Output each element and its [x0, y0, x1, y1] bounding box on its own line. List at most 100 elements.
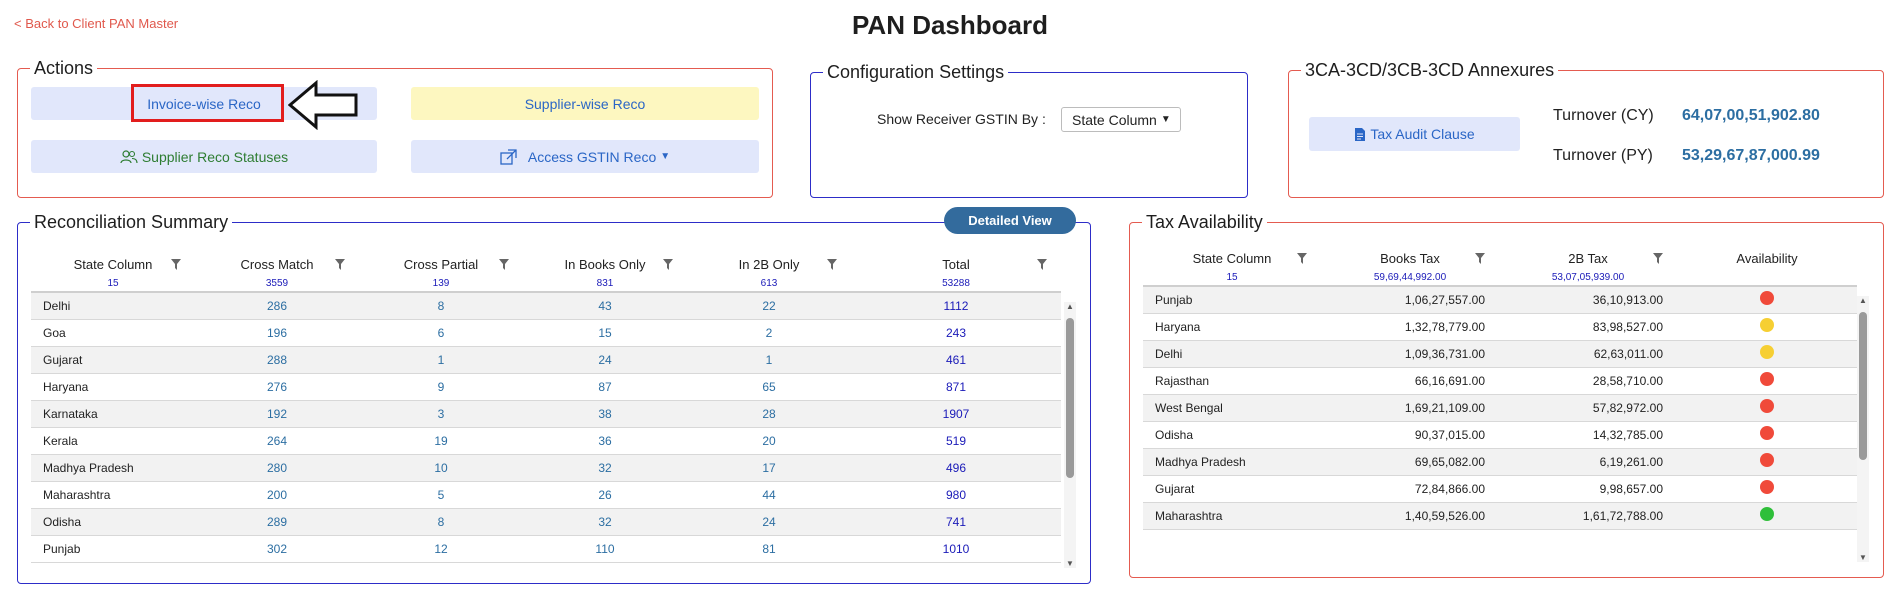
cell-cross-match: 264 [195, 427, 359, 455]
table-row[interactable]: Karnataka 192 3 38 28 1907 [31, 400, 1061, 428]
col-header-state-column: State Column [31, 250, 195, 278]
scroll-down-icon[interactable]: ▼ [1859, 553, 1867, 562]
table-row[interactable]: Kerala 264 19 36 20 519 [31, 427, 1061, 455]
cell-books-tax: 1,40,59,526.00 [1321, 502, 1499, 530]
col-header-total: Total [851, 250, 1061, 278]
cell-cross-partial: 1 [359, 346, 523, 374]
table-row[interactable]: Haryana 276 9 87 65 871 [31, 373, 1061, 401]
filter-icon[interactable] [171, 259, 181, 270]
cell-2b-tax: 6,19,261.00 [1499, 448, 1677, 476]
cell-books-tax: 90,37,015.00 [1321, 421, 1499, 449]
external-link-icon [500, 148, 517, 165]
cell-cross-match: 302 [195, 535, 359, 563]
table-row[interactable]: Madhya Pradesh 69,65,082.00 6,19,261.00 [1143, 448, 1857, 476]
cell-cross-match: 289 [195, 508, 359, 536]
tax-availability-legend: Tax Availability [1146, 212, 1263, 232]
cell-cross-match: 196 [195, 319, 359, 347]
availability-yellow-dot-icon [1760, 318, 1774, 332]
table-row[interactable]: Maharashtra 200 5 26 44 980 [31, 481, 1061, 509]
filter-icon[interactable] [335, 259, 345, 270]
tax-count-availability [1677, 272, 1857, 287]
cell-state: Delhi [31, 292, 195, 320]
reconciliation-summary-legend: Reconciliation Summary [34, 212, 229, 232]
table-row[interactable]: Punjab 1,06,27,557.00 36,10,913.00 [1143, 286, 1857, 314]
cell-in-2b-only: 44 [687, 481, 851, 509]
cell-books-tax: 1,06,27,557.00 [1321, 286, 1499, 314]
cell-in-books-only: 26 [523, 481, 687, 509]
scroll-up-icon[interactable]: ▲ [1859, 296, 1867, 305]
cell-books-tax: 1,32,78,779.00 [1321, 313, 1499, 341]
cell-cross-match: 280 [195, 454, 359, 482]
cell-state: West Bengal [1143, 394, 1321, 422]
cell-total: 519 [851, 427, 1061, 455]
col-header-in-books-only: In Books Only [523, 250, 687, 278]
table-row[interactable]: Delhi 1,09,36,731.00 62,63,011.00 [1143, 340, 1857, 368]
cell-total: 741 [851, 508, 1061, 536]
supplier-reco-statuses-label: Supplier Reco Statuses [141, 148, 289, 165]
tax-audit-clause-button[interactable]: Tax Audit Clause [1309, 117, 1520, 151]
table-row[interactable]: Gujarat 288 1 24 1 461 [31, 346, 1061, 374]
table-row[interactable]: Delhi 286 8 43 22 1112 [31, 292, 1061, 320]
cell-total: 1112 [851, 292, 1061, 320]
reconciliation-scrollbar[interactable]: ▲ ▼ [1064, 302, 1076, 568]
scrollbar-thumb[interactable] [1859, 312, 1867, 460]
cell-books-tax: 66,16,691.00 [1321, 367, 1499, 395]
back-to-client-pan-master-link[interactable]: < Back to Client PAN Master [14, 16, 179, 31]
table-row[interactable]: West Bengal 1,69,21,109.00 57,82,972.00 [1143, 394, 1857, 422]
filter-icon[interactable] [499, 259, 509, 270]
cell-state: Odisha [1143, 421, 1321, 449]
cell-in-2b-only: 2 [687, 319, 851, 347]
scrollbar-thumb[interactable] [1066, 318, 1074, 478]
availability-red-dot-icon [1760, 453, 1774, 467]
filter-icon[interactable] [827, 259, 837, 270]
configuration-settings-legend: Configuration Settings [827, 62, 1005, 82]
table-row[interactable]: Haryana 1,32,78,779.00 83,98,527.00 [1143, 313, 1857, 341]
cell-in-2b-only: 1 [687, 346, 851, 374]
tax-availability-panel: Tax Availability [1129, 212, 1884, 578]
turnover-py-value: 53,29,67,87,000.99 [1682, 147, 1820, 164]
cell-2b-tax: 9,98,657.00 [1499, 475, 1677, 503]
table-row[interactable]: Rajasthan 66,16,691.00 28,58,710.00 [1143, 367, 1857, 395]
scroll-down-icon[interactable]: ▼ [1066, 559, 1074, 568]
state-column-select[interactable]: State Column ▼ [1061, 107, 1181, 132]
annexures-panel: 3CA-3CD/3CB-3CD Annexures [1288, 60, 1884, 198]
supplier-wise-reco-button[interactable]: Supplier-wise Reco [411, 87, 759, 120]
filter-icon[interactable] [1653, 253, 1663, 264]
detailed-view-button[interactable]: Detailed View [944, 207, 1076, 234]
cell-state: Madhya Pradesh [1143, 448, 1321, 476]
count-cross-match: 3559 [195, 278, 359, 293]
filter-icon[interactable] [1037, 259, 1047, 270]
cell-state: Punjab [31, 535, 195, 563]
cell-total: 243 [851, 319, 1061, 347]
cell-2b-tax: 83,98,527.00 [1499, 313, 1677, 341]
table-row[interactable]: Odisha 90,37,015.00 14,32,785.00 [1143, 421, 1857, 449]
filter-icon[interactable] [663, 259, 673, 270]
tax-col-header-2b-tax: 2B Tax [1499, 244, 1677, 272]
cell-cross-match: 192 [195, 400, 359, 428]
cell-cross-partial: 19 [359, 427, 523, 455]
supplier-reco-statuses-button[interactable]: Supplier Reco Statuses [31, 140, 377, 173]
cell-in-books-only: 15 [523, 319, 687, 347]
table-row[interactable]: Goa 196 6 15 2 243 [31, 319, 1061, 347]
cell-state: Maharashtra [1143, 502, 1321, 530]
access-gstin-reco-dropdown[interactable]: Access GSTIN Reco ▼ [411, 140, 759, 173]
filter-icon[interactable] [1297, 253, 1307, 264]
availability-red-dot-icon [1760, 426, 1774, 440]
filter-icon[interactable] [1475, 253, 1485, 264]
cell-books-tax: 72,84,866.00 [1321, 475, 1499, 503]
users-icon [120, 149, 138, 163]
cell-2b-tax: 62,63,011.00 [1499, 340, 1677, 368]
table-row[interactable]: Odisha 289 8 32 24 741 [31, 508, 1061, 536]
scroll-up-icon[interactable]: ▲ [1066, 302, 1074, 311]
table-row[interactable]: Gujarat 72,84,866.00 9,98,657.00 [1143, 475, 1857, 503]
access-gstin-reco-label: Access GSTIN Reco [527, 148, 657, 165]
cell-state: Haryana [1143, 313, 1321, 341]
show-receiver-gstin-label: Show Receiver GSTIN By : [877, 111, 1046, 127]
tax-availability-scrollbar[interactable]: ▲ ▼ [1857, 296, 1869, 562]
table-row[interactable]: Punjab 302 12 110 81 1010 [31, 535, 1061, 563]
table-row[interactable]: Madhya Pradesh 280 10 32 17 496 [31, 454, 1061, 482]
count-in-2b-only: 613 [687, 278, 851, 293]
cell-cross-match: 200 [195, 481, 359, 509]
availability-red-dot-icon [1760, 399, 1774, 413]
table-row[interactable]: Maharashtra 1,40,59,526.00 1,61,72,788.00 [1143, 502, 1857, 530]
